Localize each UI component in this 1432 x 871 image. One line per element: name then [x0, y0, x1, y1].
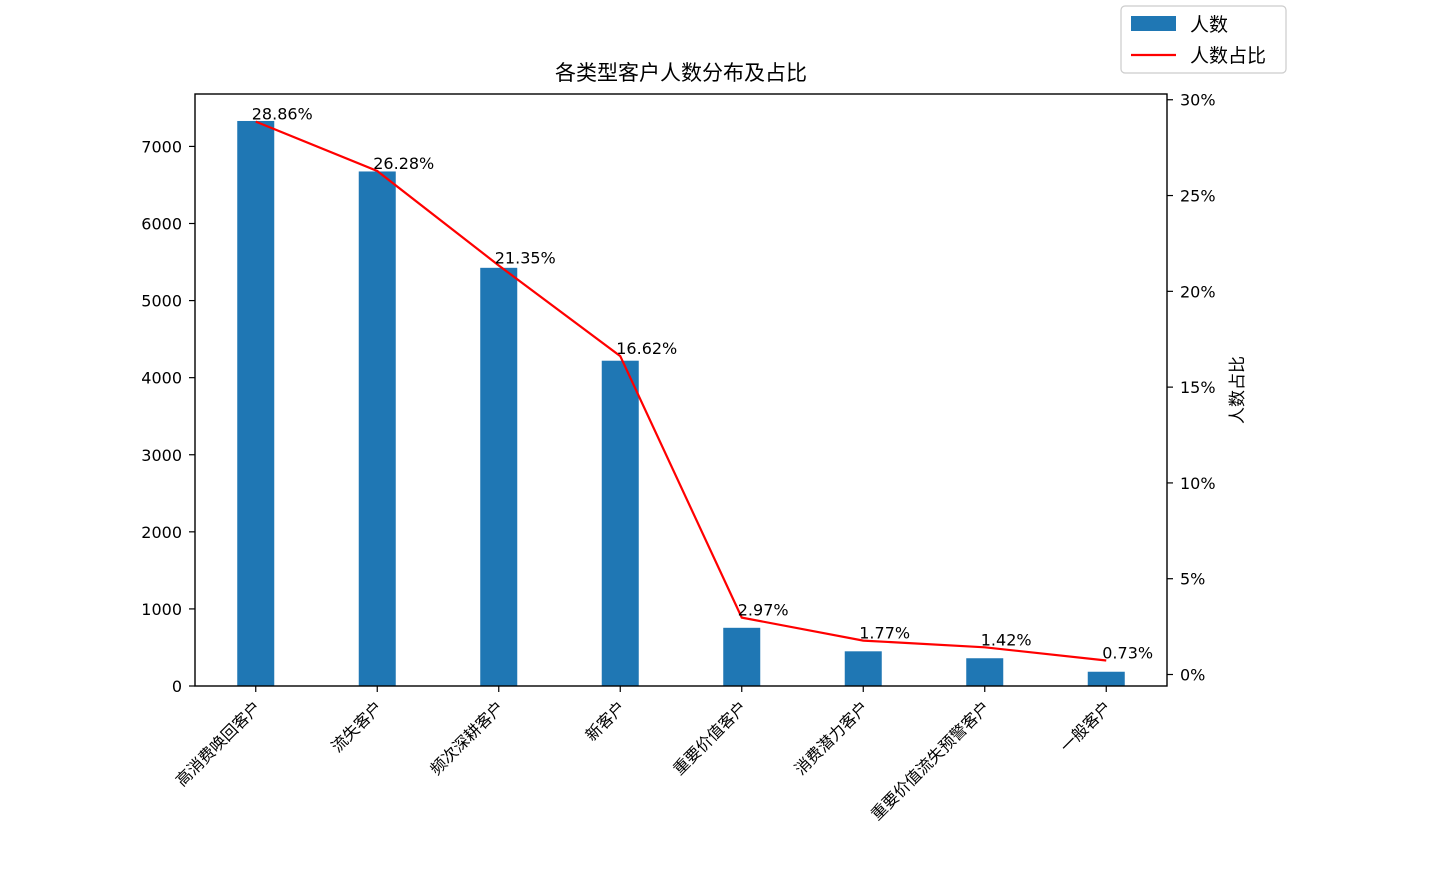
- percentage-line: [255, 120, 1107, 662]
- right-tick-label: 15%: [1180, 378, 1216, 397]
- x-axis: 高消费唤回客户 流失客户 频次深耕客户 新客户 重要价值客户 消费潜力客户重要价值流失预警…: [172, 686, 1115, 824]
- left-y-axis: 0 1000 2000 3000 4000 5000 6000 7000: [141, 137, 195, 696]
- x-tick-label: 重要价值客户: [669, 697, 750, 778]
- plot-frame: [194, 93, 1168, 687]
- legend-label-bars: 人数: [1190, 14, 1228, 36]
- x-tick-label: 频次深耕客户: [426, 697, 507, 778]
- bar: [237, 120, 275, 686]
- left-tick-label: 4000: [141, 369, 182, 388]
- x-tick-label: 高消费唤回客户: [172, 697, 265, 790]
- left-tick-label: 1000: [141, 600, 182, 619]
- bar: [601, 360, 639, 686]
- x-tick-label: 流失客户: [327, 697, 386, 756]
- right-y-axis: 0% 5% 10% 15% 20% 25% 30%: [1167, 91, 1216, 685]
- line-series: [255, 120, 1107, 662]
- bar: [358, 171, 396, 686]
- bar: [844, 651, 882, 686]
- x-tick-label: 一般客户: [1056, 697, 1115, 756]
- data-labels: 28.86% 26.28% 21.35% 16.62% 2.97% 1.77% 1.42% 0…: [252, 105, 1153, 663]
- data-label: 1.77%: [859, 624, 910, 643]
- data-label: 1.42%: [981, 630, 1032, 649]
- legend-label-line: 人数占比: [1190, 45, 1266, 67]
- x-tick-label: 新客户: [582, 697, 629, 744]
- data-label: 16.62%: [616, 339, 677, 358]
- data-label: 28.86%: [252, 105, 313, 124]
- data-label: 2.97%: [738, 601, 789, 620]
- right-tick-label: 10%: [1180, 474, 1216, 493]
- left-tick-label: 3000: [141, 446, 182, 465]
- chart-title: 各类型客户人数分布及占比: [555, 61, 807, 85]
- data-label: 0.73%: [1102, 644, 1153, 663]
- x-tick-label: 重要价值流失预警客户: [867, 697, 994, 824]
- right-y-axis-label: 人数占比: [1228, 356, 1248, 424]
- left-tick-label: 7000: [141, 137, 182, 156]
- right-tick-label: 25%: [1180, 187, 1216, 206]
- left-tick-label: 5000: [141, 292, 182, 311]
- left-tick-label: 6000: [141, 215, 182, 234]
- bar: [1087, 671, 1125, 686]
- data-label: 21.35%: [495, 248, 556, 267]
- bar: [723, 627, 761, 686]
- data-label: 26.28%: [373, 154, 434, 173]
- left-tick-label: 0: [172, 677, 182, 696]
- x-tick-label: 消费潜力客户: [791, 697, 872, 778]
- right-tick-label: 0%: [1180, 666, 1205, 685]
- bar-series: [237, 120, 1125, 686]
- bar: [966, 658, 1004, 686]
- left-tick-label: 2000: [141, 523, 182, 542]
- right-tick-label: 20%: [1180, 282, 1216, 301]
- legend-bar-swatch: [1131, 16, 1176, 31]
- bar: [480, 267, 518, 686]
- right-tick-label: 5%: [1180, 570, 1205, 589]
- right-tick-label: 30%: [1180, 91, 1216, 110]
